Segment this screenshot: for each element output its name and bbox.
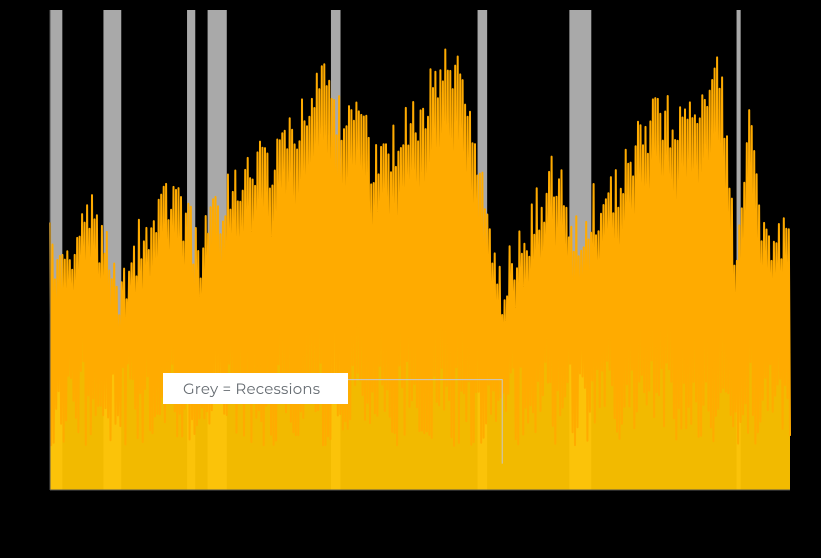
legend-text: Grey = Recessions xyxy=(183,379,320,398)
legend-recessions: Grey = Recessions xyxy=(163,373,348,404)
chart-svg xyxy=(0,0,821,558)
chart-stage: Grey = Recessions xyxy=(0,0,821,558)
